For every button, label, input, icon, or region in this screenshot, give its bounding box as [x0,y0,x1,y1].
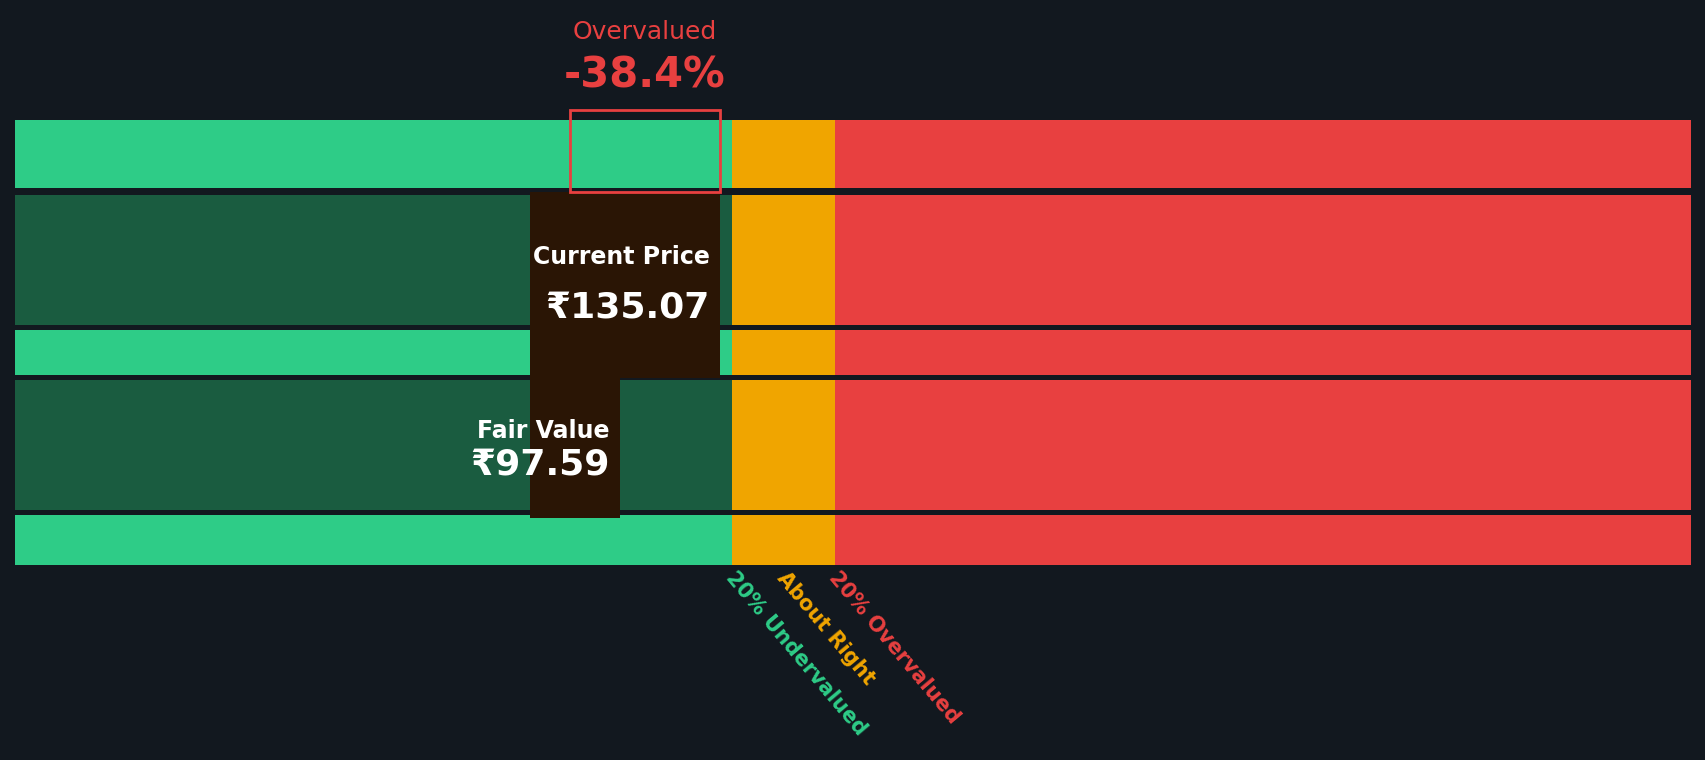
Bar [569,110,720,192]
Text: -38.4%: -38.4% [564,54,725,96]
Bar [834,330,1690,375]
Bar [731,195,834,325]
Text: Current Price: Current Price [532,245,709,269]
Text: 20% Undervalued: 20% Undervalued [721,568,870,739]
Bar [731,330,834,375]
Bar [731,380,834,510]
Bar [731,120,834,188]
Text: ₹97.59: ₹97.59 [471,448,610,481]
Bar [15,195,731,325]
Bar [530,192,720,378]
Bar [834,515,1690,565]
Bar [834,120,1690,188]
Bar [15,515,731,565]
Text: Fair Value: Fair Value [477,419,610,442]
Text: About Right: About Right [772,568,878,689]
Bar [731,515,834,565]
Text: 20% Overvalued: 20% Overvalued [824,568,963,728]
Bar [15,120,731,188]
Bar [530,377,619,518]
Text: Overvalued: Overvalued [573,20,716,44]
Bar [15,380,731,510]
Bar [834,195,1690,325]
Text: ₹135.07: ₹135.07 [546,290,709,325]
Bar [15,330,731,375]
Bar [834,380,1690,510]
